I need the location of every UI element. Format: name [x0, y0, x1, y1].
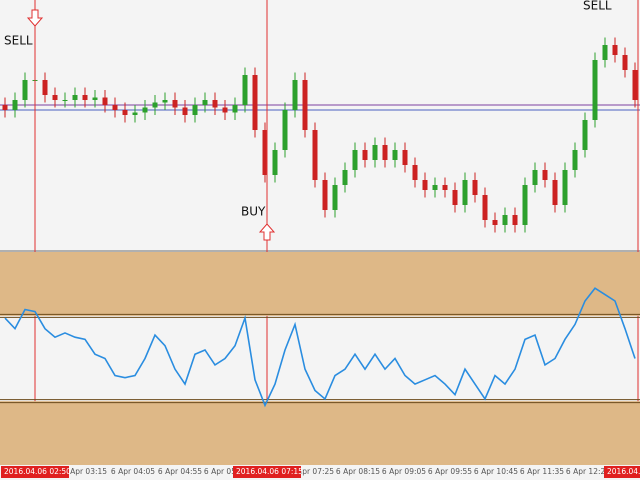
- candle-body: [82, 95, 88, 100]
- candle-body: [582, 120, 588, 150]
- candle-body: [402, 150, 408, 165]
- candle-body: [622, 55, 628, 70]
- candle-body: [562, 170, 568, 205]
- candle-body: [482, 195, 488, 220]
- time-marker: 2016.04.06 07:15: [236, 467, 303, 476]
- candle-body: [212, 100, 218, 108]
- time-label: 6 Apr 07:25: [290, 467, 334, 476]
- candle-body: [52, 95, 58, 100]
- time-axis: [0, 465, 640, 480]
- candle-body: [192, 105, 198, 115]
- time-label: 6 Apr 10:45: [474, 467, 518, 476]
- candle-body: [522, 185, 528, 225]
- candle-body: [432, 185, 438, 190]
- time-marker: 2016.04.06 02:50: [4, 467, 71, 476]
- candle-body: [592, 60, 598, 120]
- buy-arrow: [258, 223, 276, 241]
- candle-body: [442, 185, 448, 190]
- candle-body: [142, 107, 148, 113]
- candle-body: [252, 75, 258, 130]
- candle-body: [342, 170, 348, 185]
- candle-body: [222, 107, 228, 113]
- candle-body: [62, 100, 68, 101]
- candle-body: [132, 112, 138, 115]
- candle-body: [322, 180, 328, 210]
- candle-body: [272, 150, 278, 175]
- time-label: 6 Apr 03:15: [63, 467, 107, 476]
- candle-body: [412, 165, 418, 180]
- candle-body: [332, 185, 338, 210]
- candle-body: [392, 150, 398, 160]
- time-marker: 2016.04.06 14: [607, 467, 640, 476]
- candle-body: [42, 80, 48, 95]
- price-panel: [0, 0, 640, 250]
- candle-body: [612, 45, 618, 55]
- candle-body: [492, 220, 498, 225]
- candle-body: [362, 150, 368, 160]
- candle-body: [202, 100, 208, 105]
- candle-body: [352, 150, 358, 170]
- time-label: 6 Apr 05:45: [204, 467, 248, 476]
- candle-body: [2, 105, 8, 110]
- candle-body: [232, 105, 238, 113]
- panel-separator: [0, 250, 640, 252]
- candle-body: [262, 130, 268, 175]
- time-label: 6 Apr 08:15: [336, 467, 380, 476]
- signal-label: BUY: [241, 205, 266, 219]
- candle-body: [122, 110, 128, 115]
- candle-body: [292, 80, 298, 110]
- candle-body: [542, 170, 548, 180]
- candle-body: [112, 105, 118, 110]
- signal-label: SELL: [583, 0, 612, 13]
- sell-arrow: [26, 9, 44, 27]
- candle-body: [182, 107, 188, 115]
- candle-body: [382, 145, 388, 160]
- time-label: 6 Apr 04:05: [111, 467, 155, 476]
- candle-body: [632, 70, 638, 100]
- time-label: 6 Apr 04:55: [158, 467, 202, 476]
- time-marker-bg: [1, 466, 69, 478]
- candle-body: [452, 190, 458, 205]
- candle-body: [312, 130, 318, 180]
- candle-body: [172, 100, 178, 108]
- candle-body: [532, 170, 538, 185]
- candle-body: [472, 180, 478, 195]
- time-marker-bg: [233, 466, 301, 478]
- time-marker-bg: [604, 466, 640, 478]
- time-label: 6 Apr 12:25: [566, 467, 610, 476]
- candle-body: [22, 80, 28, 100]
- time-label: 6 Apr 11:35: [520, 467, 564, 476]
- candle-body: [462, 180, 468, 205]
- candle-body: [512, 215, 518, 225]
- candle-body: [162, 100, 168, 103]
- candle-body: [302, 80, 308, 130]
- candle-body: [282, 110, 288, 150]
- candle-body: [422, 180, 428, 190]
- candle-body: [502, 215, 508, 225]
- overbought-zone: [0, 252, 640, 316]
- candle-body: [152, 102, 158, 108]
- candle-body: [602, 45, 608, 60]
- time-label: 6 Apr 09:05: [382, 467, 426, 476]
- candle-body: [102, 97, 108, 105]
- signal-label: SELL: [4, 34, 33, 48]
- candle-body: [242, 75, 248, 105]
- time-label: 6 Apr 09:55: [428, 467, 472, 476]
- candle-body: [372, 145, 378, 160]
- candle-body: [92, 97, 98, 100]
- candle-body: [552, 180, 558, 205]
- candle-body: [572, 150, 578, 170]
- oscillator-line: [4, 287, 636, 408]
- candle-body: [12, 100, 18, 110]
- candle-body: [72, 95, 78, 100]
- oversold-zone: [0, 401, 640, 465]
